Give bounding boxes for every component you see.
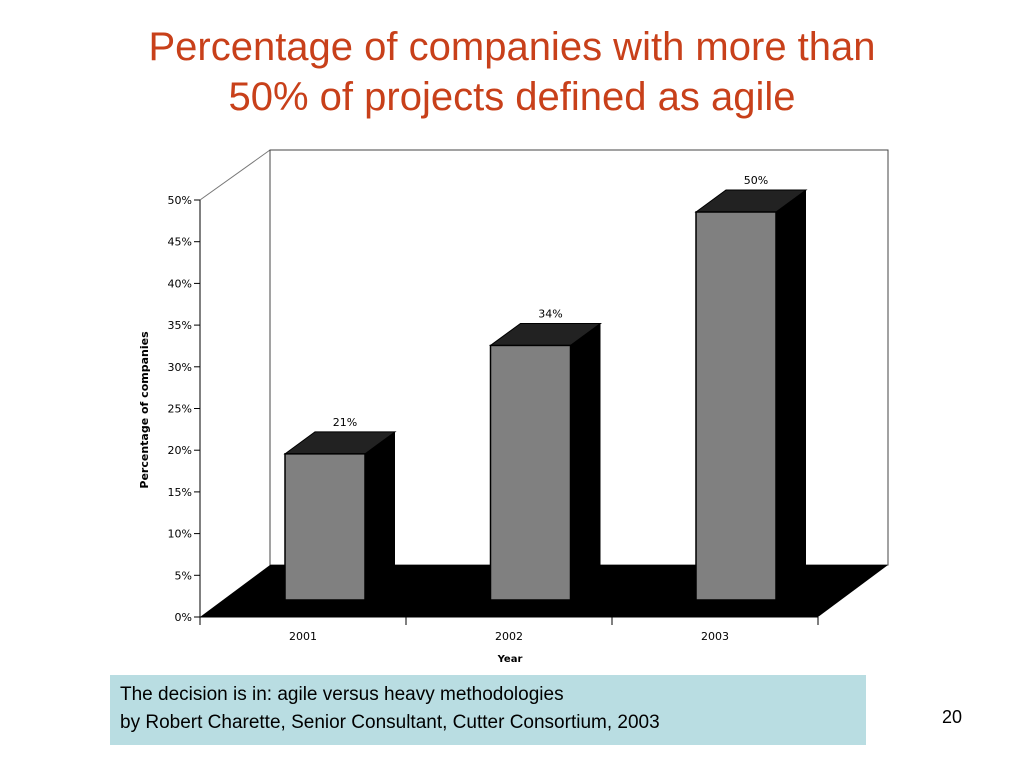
- side-wall-top-edge: [199, 149, 271, 201]
- y-axis-title: Percentage of companies: [138, 331, 151, 489]
- y-tick-label: 15%: [168, 486, 192, 499]
- source-caption: The decision is in: agile versus heavy m…: [110, 675, 866, 745]
- x-tick-label: 2003: [701, 630, 729, 643]
- bar-side: [776, 190, 806, 600]
- slide-title: Percentage of companies with more than 5…: [0, 22, 1024, 122]
- x-axis-ticks: 2001 2002 2003: [199, 617, 819, 643]
- x-axis-title: Year: [497, 654, 523, 665]
- bar-2003: 50%: [694, 174, 808, 601]
- x-tick-label: 2002: [495, 630, 523, 643]
- slide-number: 20: [942, 707, 963, 727]
- y-tick-label: 5%: [175, 569, 192, 582]
- x-tick-label: 2001: [289, 630, 317, 643]
- y-tick-label: 50%: [168, 194, 192, 207]
- bar-2002: 34%: [488, 307, 603, 601]
- bar-side: [365, 431, 395, 600]
- bar-value-label: 34%: [538, 307, 562, 320]
- y-tick-label: 20%: [168, 444, 192, 457]
- y-tick-label: 10%: [168, 528, 192, 541]
- bar-2001: 21%: [283, 416, 397, 601]
- bar-chart: 0% 5% 10% 15% 20% 25% 30% 35% 40% 45% 50% 2001 2002…: [138, 149, 889, 665]
- y-tick-label: 0%: [175, 611, 192, 624]
- title-line-2: 50% of projects defined as agile: [228, 75, 796, 119]
- bar-side: [570, 323, 601, 600]
- bar-value-label: 50%: [744, 174, 768, 187]
- y-tick-label: 35%: [168, 319, 192, 332]
- y-tick-label: 40%: [168, 277, 192, 290]
- caption-line-1: The decision is in: agile versus heavy m…: [120, 684, 564, 705]
- title-line-1: Percentage of companies with more than: [148, 25, 876, 69]
- bar-face: [695, 211, 777, 601]
- y-tick-label: 45%: [168, 236, 192, 249]
- bar-face: [489, 344, 572, 601]
- y-axis-ticks: 0% 5% 10% 15% 20% 25% 30% 35% 40% 45% 50%: [168, 194, 200, 624]
- caption-line-2: by Robert Charette, Senior Consultant, C…: [120, 712, 660, 733]
- bar-value-label: 21%: [333, 416, 357, 429]
- y-tick-label: 25%: [168, 403, 192, 416]
- bar-face: [284, 453, 366, 601]
- y-tick-label: 30%: [168, 361, 192, 374]
- bars: 21% 34% 50%: [283, 174, 808, 601]
